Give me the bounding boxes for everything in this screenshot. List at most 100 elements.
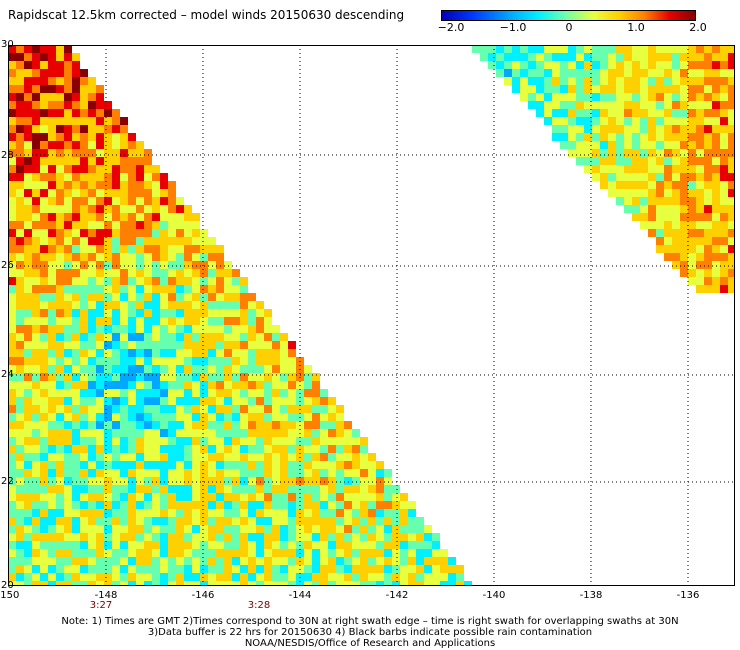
- swath-cell: [24, 221, 32, 229]
- swath-cell: [16, 141, 24, 149]
- swath-cell: [640, 85, 648, 93]
- swath-cell: [192, 541, 200, 549]
- swath-cell: [280, 453, 288, 461]
- swath-cell: [48, 189, 56, 197]
- swath-cell: [224, 517, 232, 525]
- swath-cell: [704, 109, 712, 117]
- swath-cell: [16, 77, 24, 85]
- swath-cell: [64, 453, 72, 461]
- swath-cell: [424, 581, 432, 586]
- swath-cell: [704, 165, 712, 173]
- swath-cell: [176, 253, 184, 261]
- swath-cell: [32, 173, 40, 181]
- swath-cell: [584, 133, 592, 141]
- swath-cell: [704, 125, 712, 133]
- swath-cell: [216, 325, 224, 333]
- swath-cell: [152, 493, 160, 501]
- swath-cell: [136, 341, 144, 349]
- swath-cell: [320, 429, 328, 437]
- swath-cell: [696, 189, 704, 197]
- swath-cell: [632, 69, 640, 77]
- swath-cell: [112, 349, 120, 357]
- swath-cell: [256, 581, 264, 586]
- swath-cell: [728, 173, 735, 181]
- swath-cell: [408, 533, 416, 541]
- swath-cell: [40, 349, 48, 357]
- swath-cell: [728, 261, 735, 269]
- swath-cell: [144, 213, 152, 221]
- swath-cell: [392, 509, 400, 517]
- swath-cell: [568, 93, 576, 101]
- swath-cell: [56, 373, 64, 381]
- swath-cell: [312, 413, 320, 421]
- swath-cell: [88, 453, 96, 461]
- swath-cell: [240, 389, 248, 397]
- swath-cell: [16, 165, 24, 173]
- swath-cell: [56, 581, 64, 586]
- swath-cell: [704, 261, 712, 269]
- swath-cell: [56, 157, 64, 165]
- swath-cell: [280, 533, 288, 541]
- swath-cell: [512, 61, 520, 69]
- swath-cell: [256, 445, 264, 453]
- swath-cell: [248, 365, 256, 373]
- swath-cell: [632, 149, 640, 157]
- swath-cell: [80, 413, 88, 421]
- swath-cell: [88, 277, 96, 285]
- swath-cell: [720, 61, 728, 69]
- swath-cell: [216, 365, 224, 373]
- swath-cell: [232, 501, 240, 509]
- swath-cell: [160, 485, 168, 493]
- swath-cell: [184, 493, 192, 501]
- swath-cell: [88, 309, 96, 317]
- swath-cell: [120, 125, 128, 133]
- swath-cell: [208, 237, 216, 245]
- swath-cell: [264, 581, 272, 586]
- swath-cell: [272, 501, 280, 509]
- swath-cell: [72, 253, 80, 261]
- swath-cell: [16, 445, 24, 453]
- swath-cell: [184, 381, 192, 389]
- swath-cell: [40, 533, 48, 541]
- swath-cell: [16, 253, 24, 261]
- swath-cell: [24, 141, 32, 149]
- swath-cell: [280, 509, 288, 517]
- swath-cell: [8, 461, 16, 469]
- swath-cell: [8, 477, 16, 485]
- swath-cell: [80, 461, 88, 469]
- swath-cell: [728, 269, 735, 277]
- swath-cell: [304, 365, 312, 373]
- swath-cell: [40, 293, 48, 301]
- swath-cell: [160, 221, 168, 229]
- swath-cell: [136, 221, 144, 229]
- swath-cell: [592, 173, 600, 181]
- swath-cell: [112, 469, 120, 477]
- swath-cell: [592, 61, 600, 69]
- swath-cell: [168, 485, 176, 493]
- swath-cell: [568, 109, 576, 117]
- swath-cell: [352, 501, 360, 509]
- swath-cell: [216, 269, 224, 277]
- swath-cell: [40, 317, 48, 325]
- swath-cell: [48, 381, 56, 389]
- swath-cell: [632, 181, 640, 189]
- swath-cell: [120, 325, 128, 333]
- swath-cell: [200, 269, 208, 277]
- swath-cell: [24, 181, 32, 189]
- swath-cell: [320, 549, 328, 557]
- swath-cell: [344, 445, 352, 453]
- swath-cell: [232, 293, 240, 301]
- swath-cell: [688, 165, 696, 173]
- swath-cell: [352, 509, 360, 517]
- swath-cell: [640, 141, 648, 149]
- swath-cell: [624, 141, 632, 149]
- swath-cell: [56, 389, 64, 397]
- swath-cell: [160, 365, 168, 373]
- swath-cell: [48, 197, 56, 205]
- swath-cell: [24, 101, 32, 109]
- swath-cell: [328, 445, 336, 453]
- swath-cell: [184, 437, 192, 445]
- swath-cell: [176, 405, 184, 413]
- swath-cell: [696, 141, 704, 149]
- swath-cell: [120, 157, 128, 165]
